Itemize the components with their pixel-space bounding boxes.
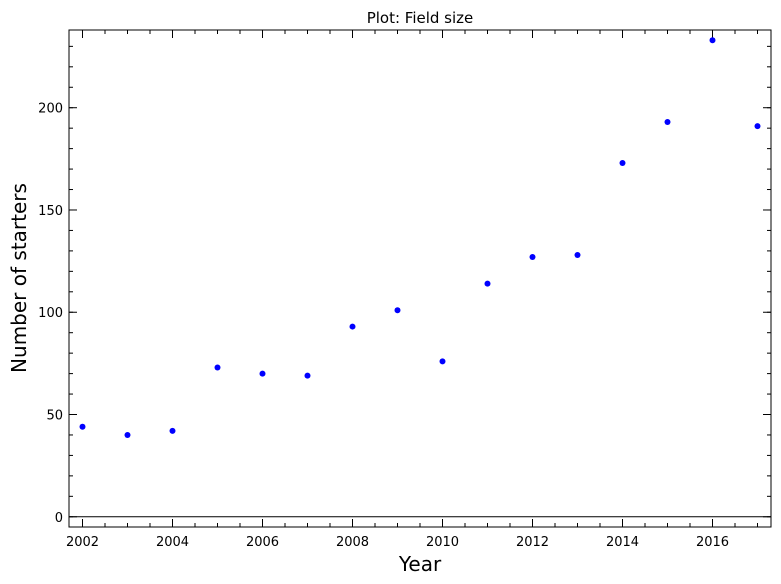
y-axis-label: Number of starters [7,183,31,373]
x-tick-label: 2014 [606,535,639,550]
x-tick-label: 2012 [516,535,549,550]
y-tick-label: 200 [38,102,63,117]
data-point [214,364,221,371]
y-axis-ticks: 0 50 100 150 200 [38,45,771,526]
data-point [349,323,356,330]
data-points [79,37,761,438]
y-tick-label: 0 [55,511,63,526]
x-tick-label: 2002 [66,535,99,550]
y-tick-label: 50 [46,409,63,424]
data-point [304,372,311,379]
x-tick-label: 2008 [336,535,369,550]
data-point [484,280,491,287]
data-point [169,427,176,434]
x-tick-label: 2016 [696,535,729,550]
data-point [754,123,761,130]
data-point [79,423,86,430]
y-tick-label: 150 [38,204,63,219]
x-tick-label: 2010 [426,535,459,550]
data-point [259,370,266,377]
chart-title: Plot: Field size [367,9,474,27]
x-tick-label: 2006 [246,535,279,550]
plot-area [68,29,772,528]
data-point [124,431,131,438]
x-axis-label: Year [398,552,442,576]
x-axis-ticks: 2002 2004 2006 2008 2010 2012 2014 2016 [66,30,758,550]
data-point [394,307,401,314]
data-point [529,254,536,261]
data-point [709,37,716,44]
data-point [439,358,446,365]
data-point [574,251,581,258]
x-tick-label: 2004 [156,535,189,550]
y-tick-label: 100 [38,306,63,321]
data-point [619,159,626,166]
data-point [664,119,671,126]
